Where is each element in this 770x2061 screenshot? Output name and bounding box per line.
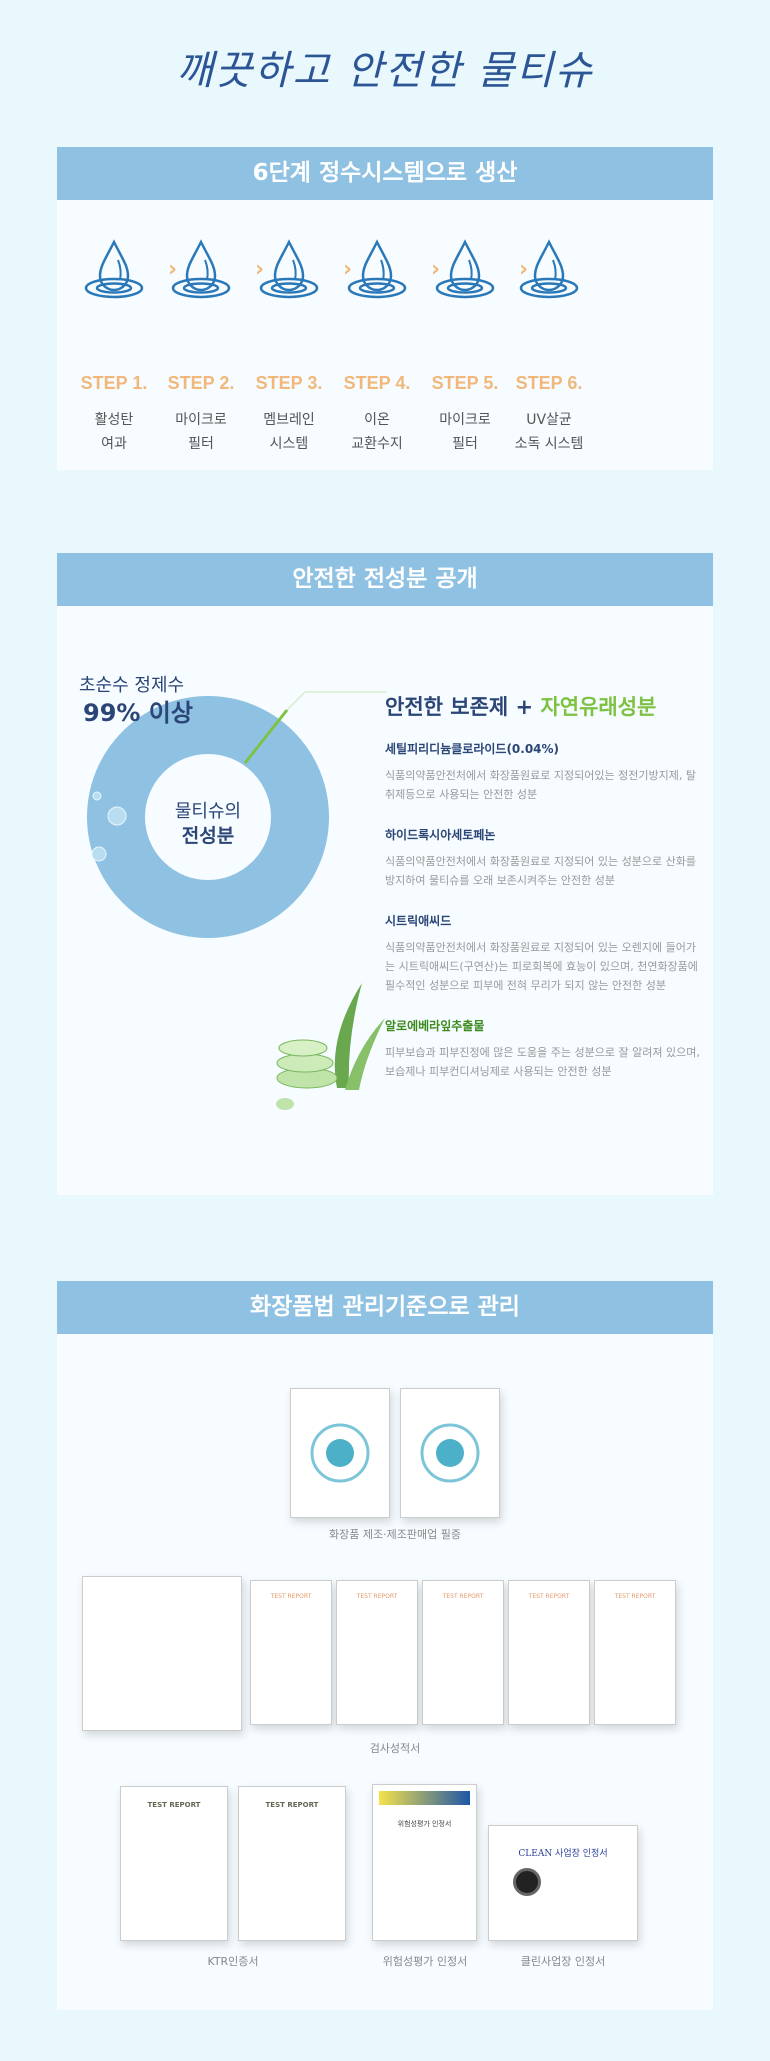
risk-certificate: 위험성평가 인정서 (372, 1784, 477, 1941)
step-label-line: 필터 (452, 436, 478, 452)
report-title: TEST REPORT (614, 1593, 656, 1600)
step-label-line: 마이크로 (439, 412, 491, 428)
section-header: 안전한 전성분 공개 (57, 553, 713, 606)
test-report-document (82, 1576, 242, 1731)
step-number: STEP 4. (343, 373, 411, 393)
water-drop-icon (435, 239, 495, 299)
water-bubble (92, 791, 102, 801)
report-title: TEST REPORT (270, 1593, 312, 1600)
ingredient-name: 하이드록시아세토페논 (385, 828, 496, 842)
ktr-report: TEST REPORT (120, 1786, 228, 1941)
ingredients-list: 세틸피리디늄클로라이드(0.04%) 식품의약품안전처에서 화장품원료로 지정되어… (385, 740, 705, 1103)
test-report-document: TEST REPORT (336, 1580, 418, 1725)
page-title: 깨끗하고 안전한 물티슈 (176, 48, 594, 94)
water-drop-icon (347, 239, 407, 299)
report-title: TEST REPORT (356, 1593, 398, 1600)
step-number: STEP 6. (515, 373, 583, 393)
section-header: 6단계 정수시스템으로 생산 (57, 147, 713, 200)
ktr-report: TEST REPORT (238, 1786, 346, 1941)
ingredients-panel: 안전한 전성분 공개 초순수 정제수 99% 이상 물티슈의 전성분 안전한 보… (57, 553, 713, 1195)
step-label-line: 시스템 (269, 436, 309, 452)
ingredient-name: 알로에베라잎추출물 (385, 1019, 485, 1033)
ingredient-name: 시트릭애씨드 (385, 914, 452, 928)
clean-title: CLEAN 사업장 인정서 (518, 1849, 608, 1859)
step-label-line: 이온 (364, 412, 390, 428)
step-label-line: UV살균 (526, 412, 572, 428)
report-title: TEST REPORT (442, 1593, 484, 1600)
water-drop-icon (519, 239, 579, 299)
step-number: STEP 3. (255, 373, 323, 393)
step-label-line: 활성탄 (94, 412, 134, 428)
water-drop-icon (84, 239, 144, 299)
license-document (290, 1388, 390, 1518)
ingredient-name: 세틸피리디늄클로라이드(0.04%) (385, 742, 560, 756)
step-label-line: 소독 시스템 (514, 436, 584, 452)
ingredient-desc: 피부보습과 피부진정에 많은 도움을 주는 성분으로 잘 알려져 있으며, 보습… (385, 1046, 700, 1078)
leader-line (286, 691, 387, 711)
license-caption: 화장품 제조·제조판매업 필증 (329, 1528, 461, 1541)
step-number: STEP 5. (431, 373, 499, 393)
chevron-right-icon: › (343, 257, 353, 282)
water-drop-icon (259, 239, 319, 299)
ingredient-desc: 식품의약품안전처에서 화장품원료로 지정되어있는 정전기방지제, 탈취제등으로 … (385, 769, 696, 801)
donut-center-1: 물티슈의 (174, 801, 242, 822)
ingredient-item: 세틸피리디늄클로라이드(0.04%) 식품의약품안전처에서 화장품원료로 지정되어… (385, 740, 705, 804)
risk-caption: 위험성평가 인정서 (382, 1955, 468, 1968)
step-number: STEP 2. (167, 373, 235, 393)
ingredients-heading: 안전한 보존제 + 자연유래성분 (385, 691, 656, 721)
test-report-document: TEST REPORT (508, 1580, 590, 1725)
water-bubble (107, 806, 127, 826)
clean-caption: 클린사업장 인정서 (520, 1955, 606, 1968)
report-title: TEST REPORT (528, 1593, 570, 1600)
donut-center-2: 전성분 (181, 825, 235, 847)
heading-natural: 자연유래성분 (540, 695, 657, 719)
clean-seal-icon (513, 1868, 541, 1896)
step-label-line: 필터 (188, 436, 214, 452)
step-label-line: 여과 (101, 436, 127, 452)
donut-label-2: 99% 이상 (83, 699, 193, 727)
donut-label-1: 초순수 정제수 (79, 675, 185, 696)
water-bubble (91, 846, 107, 862)
test-report-document: TEST REPORT (422, 1580, 504, 1725)
donut-accent-line (243, 709, 289, 764)
step-label-line: 마이크로 (175, 412, 227, 428)
water-drop-icon (171, 239, 231, 299)
report-title: TEST REPORT (147, 1801, 201, 1809)
test-caption: 검사성적서 (369, 1742, 421, 1755)
chevron-right-icon: › (168, 257, 178, 282)
chevron-right-icon: › (431, 257, 441, 282)
ingredient-desc: 식품의약품안전처에서 화장품원료로 지정되어 있는 오렌지에 들어가는 시트릭애… (385, 941, 698, 992)
aloe-image (276, 983, 385, 1110)
risk-title: 위험성평가 인정서 (397, 1820, 452, 1828)
ktr-caption: KTR인증서 (207, 1955, 259, 1968)
heading-preservative: 안전한 보존제 + (385, 695, 541, 719)
license-document (400, 1388, 500, 1518)
test-report-document: TEST REPORT (250, 1580, 332, 1725)
step-number: STEP 1. (80, 373, 148, 393)
chevron-right-icon: › (519, 257, 529, 282)
chevron-right-icon: › (255, 257, 265, 282)
ingredient-desc: 식품의약품안전처에서 화장품원료로 지정되어 있는 성분으로 산화를 방지하여 … (385, 855, 696, 887)
test-report-document: TEST REPORT (594, 1580, 676, 1725)
donut-chart (87, 691, 387, 938)
step-label-line: 교환수지 (351, 436, 403, 452)
report-title: TEST REPORT (265, 1801, 319, 1809)
section-header: 화장품법 관리기준으로 관리 (57, 1281, 713, 1334)
step-label-line: 멤브레인 (263, 412, 315, 428)
clean-certificate: CLEAN 사업장 인정서 (488, 1825, 638, 1941)
